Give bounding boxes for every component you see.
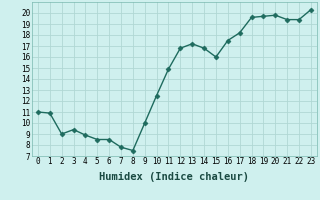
X-axis label: Humidex (Indice chaleur): Humidex (Indice chaleur): [100, 172, 249, 182]
